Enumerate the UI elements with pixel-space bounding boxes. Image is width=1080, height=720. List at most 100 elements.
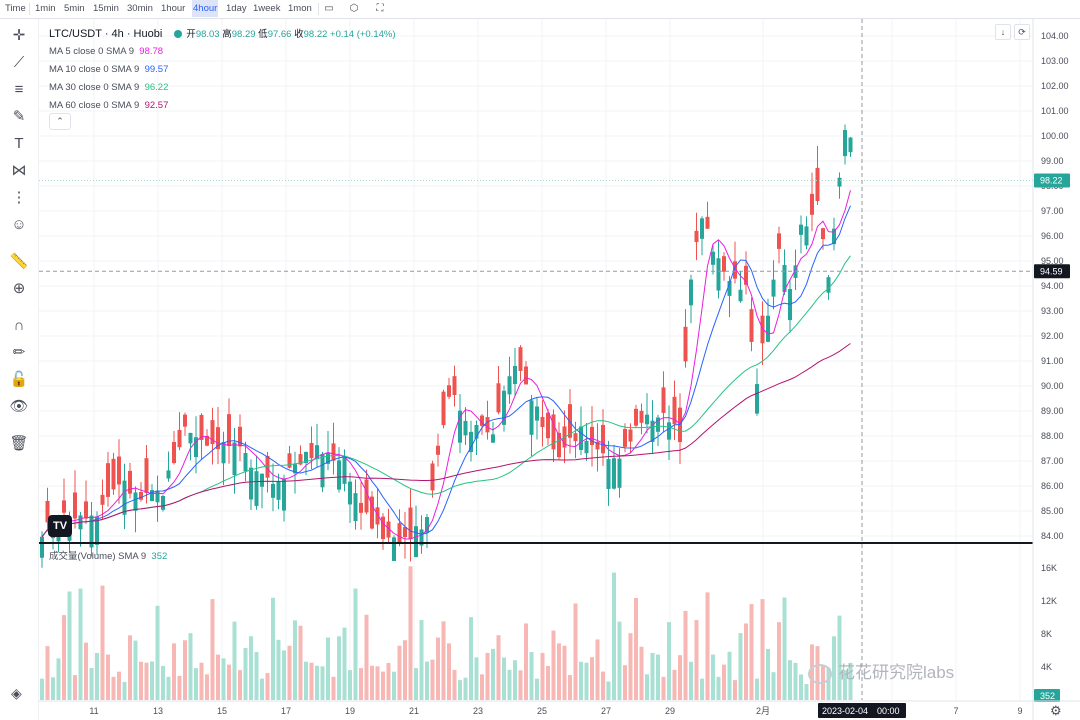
volume-bar [227,664,231,700]
volume-bar [513,660,517,700]
timeframe-1day[interactable]: 1day [226,3,247,14]
volume-bar [111,676,116,700]
price-tick-label: 103.00 [1041,56,1069,66]
volume-bar [40,678,44,700]
trash-icon[interactable]: 🗑 [9,435,29,452]
volume-bar [419,620,424,700]
volume-bar [133,640,138,700]
candle-body [375,507,380,525]
magnet-icon[interactable]: ∩ [13,317,25,334]
lock-icon[interactable]: 🔓 [9,371,29,388]
trend-line-icon[interactable]: ⟋ [13,54,25,71]
candle-body [667,422,671,440]
eye-icon[interactable]: 👁 [9,398,29,415]
fullscreen-icon[interactable]: ⛶ [376,3,384,14]
chart-type-icon[interactable]: ▭ [324,3,334,14]
volume-bar [364,614,369,700]
volume-bar [832,636,836,700]
candle-body [711,251,715,265]
volume-bar [183,640,187,700]
emoji-icon[interactable]: ☺ [11,216,27,233]
volume-tick-label: 4K [1041,662,1052,672]
crosshair-icon[interactable]: ✛ [12,27,26,44]
candle-body [370,496,374,529]
volume-bar [645,674,649,700]
volume-bar [628,633,633,700]
timeframe-1mon[interactable]: 1mon [288,3,312,14]
ma10-value: 99.57 [144,64,169,75]
indicators-icon[interactable]: ⬡ [349,3,359,14]
candle-body [623,428,627,447]
change-value: +0.14 (+0.14%) [330,29,396,40]
candle-body [210,420,215,445]
candle-body [293,464,297,474]
brush-icon[interactable]: ✎ [12,108,26,125]
volume-bar [683,610,688,700]
volume-bar [771,672,776,700]
volume-bar [656,654,660,700]
ruler-icon[interactable]: 📏 [9,253,29,270]
volume-tick-label: 16K [1041,563,1057,573]
pattern-icon[interactable]: ⋈ [11,162,27,179]
candle-body [480,415,484,426]
lock-drawing-icon[interactable]: ✏ [12,344,26,361]
candle-body [645,414,649,425]
candle-body [161,495,165,510]
volume-bar [672,669,677,700]
refresh-icon[interactable]: ⟳ [1014,24,1030,40]
candle-body [287,453,292,468]
candle-body [705,216,710,229]
candle-body [441,391,446,426]
timeframe-time[interactable]: Time [5,3,26,14]
toolbar-separator [318,3,319,15]
volume-bar [524,623,528,700]
volume-bar [441,621,446,700]
price-tick-label: 86.00 [1041,481,1064,491]
timeframe-1week[interactable]: 1week [253,3,281,14]
text-icon[interactable]: T [14,135,24,152]
timeframe-15min[interactable]: 15min [93,3,119,14]
candle-body [183,414,187,427]
volume-tick-label: 12K [1041,596,1057,606]
volume-bar [749,604,754,700]
fib-lines-icon[interactable]: ≡ [14,81,24,98]
candle-body [804,226,809,246]
candle-body [122,480,127,515]
timeframe-1min[interactable]: 1min [35,3,56,14]
download-icon[interactable]: ↓ [995,24,1011,40]
volume-legend: 成交量(Volume) SMA 9 352 [49,548,167,562]
timeframe-4hour[interactable]: 4hour [192,0,219,17]
time-tick-label: 19 [345,706,355,716]
price-tick-label: 93.00 [1041,306,1064,316]
volume-bar [408,566,413,700]
candle-body [397,523,402,545]
time-tick-label: 7 [953,706,958,716]
zoom-in-icon[interactable]: ⊕ [12,280,26,297]
tradingview-logo[interactable]: TV [48,515,72,537]
prediction-icon[interactable]: ⋮ [11,189,27,206]
candle-body [639,410,644,423]
timeframe-1hour[interactable]: 1hour [161,3,186,14]
volume-bar [62,615,66,700]
timeframe-5min[interactable]: 5min [64,3,85,14]
candle-body [84,501,88,519]
volume-bar [727,651,732,700]
volume-bar [623,665,627,700]
candle-body [595,441,600,450]
collapse-legend-button[interactable]: ⌃ [49,113,71,130]
timeframe-30min[interactable]: 30min [127,3,153,14]
candle-body [749,309,754,342]
candle-body [540,416,545,428]
price-tick-label: 91.00 [1041,356,1064,366]
candle-body [771,279,776,297]
volume-bar [766,648,770,700]
layers-icon[interactable]: ◈ [11,685,22,701]
volume-current-badge [1034,689,1060,702]
candle-body [727,280,732,296]
volume-bar [463,677,468,700]
volume-bar [414,668,418,700]
candle-body [491,434,495,443]
settings-icon[interactable]: ⚙ [1050,703,1062,718]
price-tick-label: 87.00 [1041,456,1064,466]
